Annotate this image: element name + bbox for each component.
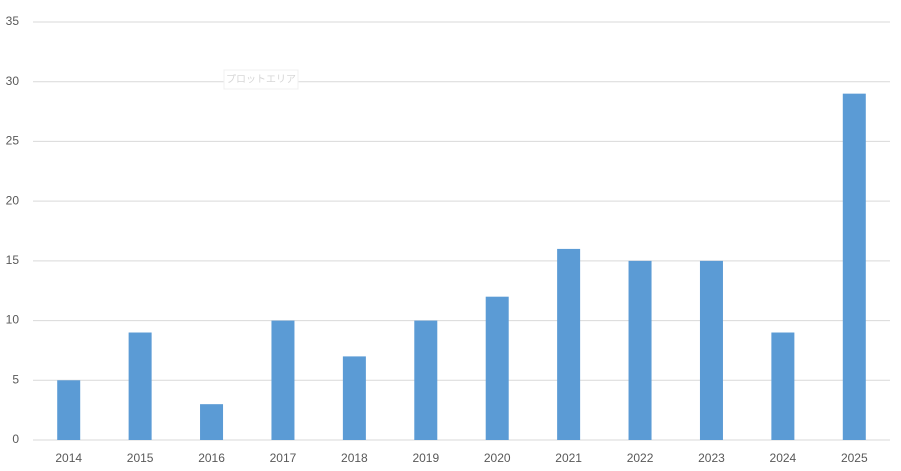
bar [57, 380, 81, 440]
bar [200, 404, 224, 440]
annotation: プロットエリア [226, 74, 296, 86]
y-tick-label: 15 [6, 253, 20, 267]
y-tick-label: 30 [6, 74, 20, 88]
bar [128, 332, 152, 440]
bar [271, 320, 295, 440]
bar [414, 320, 438, 440]
bar [699, 260, 723, 440]
x-tick-label: 2023 [698, 451, 725, 465]
x-tick-label: 2015 [127, 451, 154, 465]
annotation-box [223, 69, 299, 90]
bar [771, 332, 795, 440]
y-tick-label: 0 [12, 432, 19, 446]
x-tick-label: 2024 [770, 451, 797, 465]
x-tick-label: 2020 [484, 451, 511, 465]
bar [842, 93, 866, 441]
x-tick-label: 2021 [555, 451, 582, 465]
y-tick-label: 35 [6, 14, 20, 28]
y-tick-label: 20 [6, 193, 20, 207]
x-tick-label: 2019 [412, 451, 439, 465]
y-tick-label: 5 [12, 372, 19, 386]
x-tick-label: 2017 [270, 451, 297, 465]
y-tick-label: 10 [6, 313, 20, 327]
bar [485, 296, 509, 440]
x-tick-label: 2022 [627, 451, 654, 465]
bar [342, 356, 366, 440]
x-tick-label: 2014 [55, 451, 82, 465]
x-tick-label: 2025 [841, 451, 868, 465]
x-tick-label: 2018 [341, 451, 368, 465]
bar [557, 248, 581, 440]
y-tick-label: 25 [6, 134, 20, 148]
x-tick-label: 2016 [198, 451, 225, 465]
bar [628, 260, 652, 440]
